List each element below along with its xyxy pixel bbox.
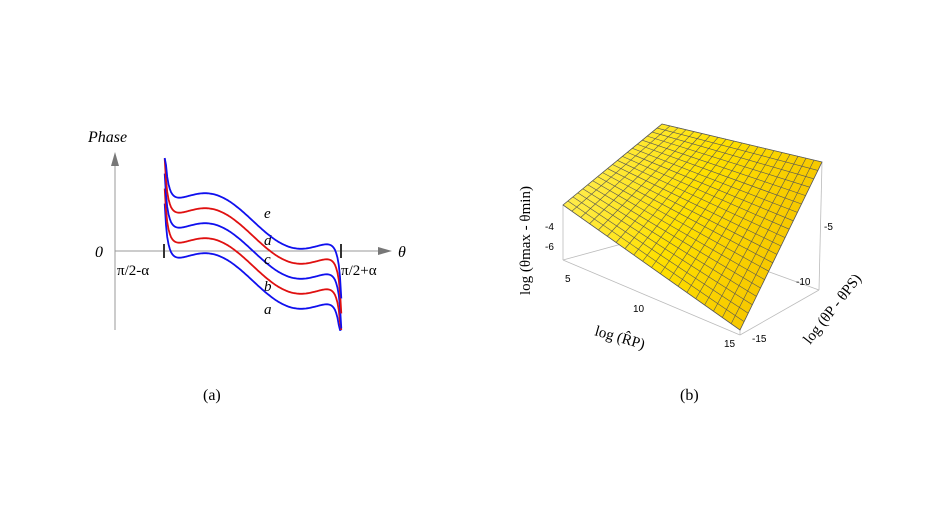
surface-grid-line [617, 160, 786, 238]
curve-d [163, 158, 343, 314]
y-tick-label: -15 [752, 334, 767, 345]
curve-b [163, 188, 343, 331]
curve-label-c: c [264, 252, 271, 268]
curve-a [163, 203, 342, 331]
panel-b: -4 -6 5 10 15 -5 -10 -15 log (θmax - θmi… [518, 123, 865, 353]
curve-label-a: a [264, 302, 272, 318]
panel-a-caption: (a) [203, 387, 221, 404]
x-axis-arrow [378, 247, 392, 255]
surface-grid-line [652, 131, 814, 180]
x-right-label: π/2+α [341, 263, 377, 279]
panel-b-caption: (b) [680, 387, 699, 404]
z-axis-label: log (θmax - θmin) [518, 186, 534, 295]
curve-label-b: b [264, 279, 272, 295]
surface-grid-line [695, 152, 783, 299]
surface-grid-line [704, 154, 791, 306]
surface-grid-line [722, 158, 807, 318]
x-axis-label: log (R̂P) [593, 323, 647, 353]
z-tick-label: -6 [545, 242, 554, 253]
x-tick-label: 5 [565, 274, 571, 285]
x-axis-label: θ [398, 244, 406, 261]
surface-grid-line [651, 142, 743, 268]
y-axis-label: Phase [87, 129, 127, 146]
surface-grid-line [647, 135, 810, 188]
surface-grid-line [637, 143, 802, 205]
surface-grid-line [713, 156, 799, 312]
x-left-label: π/2-α [117, 263, 149, 279]
curve-label-d: d [264, 233, 272, 249]
x-tick-label: 10 [633, 304, 645, 315]
curve-label-e: e [264, 206, 271, 222]
surface-grid-line [660, 144, 751, 274]
curve-e [163, 157, 343, 299]
surface-grid-line [642, 139, 806, 196]
surface-grid-line [677, 148, 767, 287]
surface-grid-line [730, 159, 815, 324]
y-tick-label: -5 [824, 222, 833, 233]
surface-grid-line [632, 148, 798, 213]
surface-grid-line [686, 150, 775, 293]
surface-grid-line [627, 152, 794, 222]
origin-label: 0 [95, 244, 103, 261]
surface-grid-line [656, 127, 818, 171]
surface-grid-line [668, 146, 759, 281]
z-tick-label: -4 [545, 222, 554, 233]
x-tick-label: 15 [724, 339, 736, 350]
y-tick-label: -10 [796, 277, 811, 288]
curve-c [163, 173, 343, 329]
surface-grid-line [622, 156, 790, 230]
surface [562, 123, 823, 331]
surface-grid [567, 125, 818, 324]
y-axis-arrow [111, 152, 119, 166]
